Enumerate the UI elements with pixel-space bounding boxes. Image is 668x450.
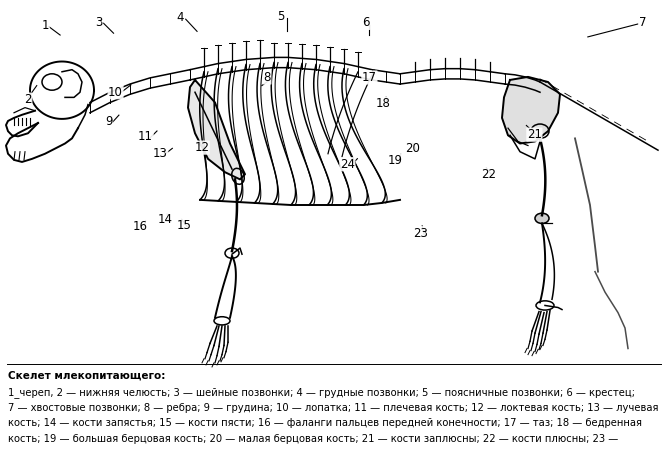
Text: 23: 23 [413, 227, 428, 240]
Text: 18: 18 [376, 97, 391, 110]
Polygon shape [502, 77, 560, 144]
Text: 19: 19 [388, 154, 403, 167]
Text: 13: 13 [153, 147, 168, 160]
Text: 11: 11 [138, 130, 153, 143]
Text: 14: 14 [158, 213, 173, 226]
Text: 22: 22 [482, 168, 496, 180]
Text: 8: 8 [263, 71, 271, 84]
Text: 10: 10 [108, 86, 123, 99]
Text: 12: 12 [194, 141, 209, 154]
Ellipse shape [535, 213, 549, 224]
Text: 4: 4 [176, 11, 184, 24]
Text: 7: 7 [639, 16, 647, 29]
Text: 9: 9 [105, 115, 113, 127]
Text: 3: 3 [95, 16, 103, 29]
Text: 2: 2 [24, 93, 32, 106]
Text: кость; 19 — большая берцовая кость; 20 — малая берцовая кость; 21 — кости заплюс: кость; 19 — большая берцовая кость; 20 —… [8, 434, 619, 444]
Text: кость; 14 — кости запястья; 15 — кости пясти; 16 — фаланги пальцев передней коне: кость; 14 — кости запястья; 15 — кости п… [8, 418, 642, 428]
Text: 6: 6 [362, 16, 370, 29]
Text: 21: 21 [527, 128, 542, 141]
Text: 5: 5 [277, 10, 285, 23]
Text: 1: 1 [41, 19, 49, 32]
Text: 24: 24 [340, 158, 355, 171]
Text: Скелет млекопитающего:: Скелет млекопитающего: [8, 371, 166, 381]
Text: 15: 15 [176, 219, 191, 232]
Text: 1_череп, 2 — нижняя челюсть; 3 — шейные позвонки; 4 — грудные позвонки; 5 — пояс: 1_череп, 2 — нижняя челюсть; 3 — шейные … [8, 387, 635, 398]
Text: 16: 16 [133, 220, 148, 234]
Text: 7 — хвостовые позвонки; 8 — ребра; 9 — грудина; 10 — лопатка; 11 — плечевая кост: 7 — хвостовые позвонки; 8 — ребра; 9 — г… [8, 403, 659, 413]
Polygon shape [188, 80, 245, 180]
Text: 20: 20 [405, 142, 420, 155]
Text: 17: 17 [362, 71, 377, 84]
